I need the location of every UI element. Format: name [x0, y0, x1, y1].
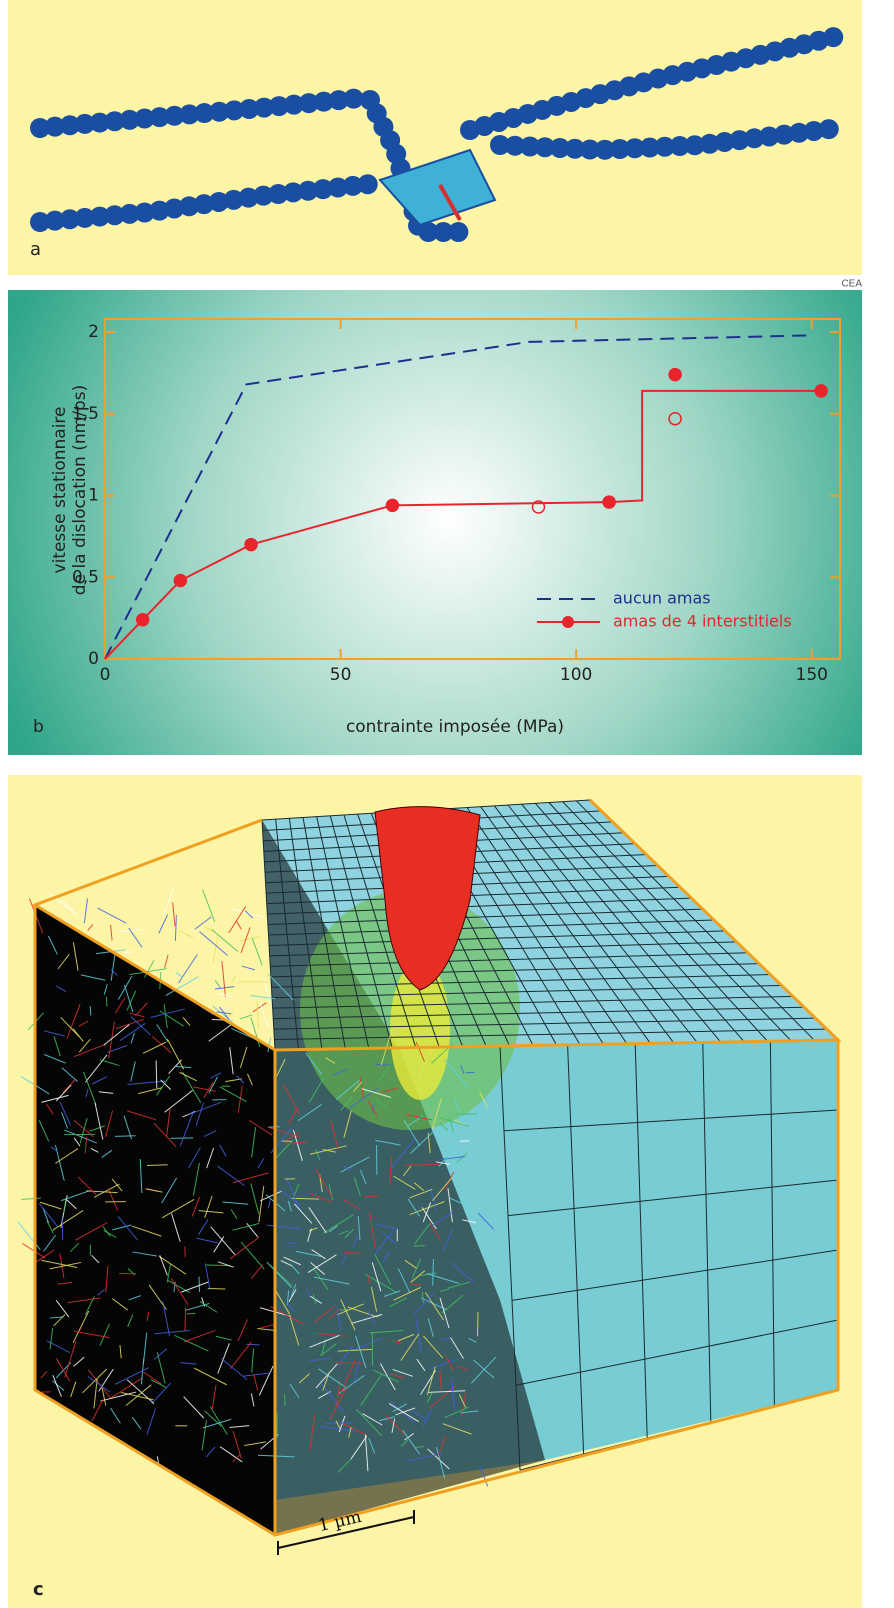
- y-tick-label: 0,5: [72, 567, 99, 587]
- credit: CEA: [841, 279, 862, 290]
- data-point: [174, 575, 186, 587]
- panel-label: c: [33, 1579, 44, 1600]
- figure: a CEA contrainte imposée (MPa) vitesse s…: [0, 0, 894, 1608]
- y-axis-label: vitesse stationnaire: [50, 407, 70, 574]
- y-tick-label: 1,5: [72, 404, 99, 424]
- dislocation-line: [285, 1394, 286, 1406]
- panel-b: contrainte imposée (MPa) vitesse station…: [8, 290, 862, 755]
- x-axis-label: contrainte imposée (MPa): [346, 717, 564, 737]
- y-tick-label: 0: [88, 649, 99, 669]
- dislocation-line: [423, 1292, 424, 1303]
- dislocation-line: [90, 1006, 91, 1015]
- y-tick-label: 1: [88, 486, 99, 506]
- panel-c: 1 µm c: [8, 775, 862, 1608]
- dislocation-line: [115, 1136, 136, 1137]
- data-point: [669, 369, 681, 381]
- legend-label: aucun amas: [613, 589, 711, 608]
- dislocation-line: [199, 1276, 200, 1291]
- dislocation-line: [208, 1288, 226, 1289]
- x-tick-label: 100: [560, 665, 592, 685]
- data-point: [386, 499, 398, 511]
- x-tick-label: 50: [330, 665, 352, 685]
- x-tick-label: 150: [796, 665, 828, 685]
- data-point: [815, 385, 827, 397]
- data-point: [603, 496, 615, 508]
- legend-label: amas de 4 interstitiels: [613, 612, 792, 631]
- dislocation-line: [281, 1141, 291, 1142]
- dislocation-line: [344, 1253, 361, 1254]
- dislocation-line: [477, 1312, 478, 1336]
- dislocation-line: [123, 952, 134, 953]
- data-point: [245, 539, 257, 551]
- data-point: [137, 614, 149, 626]
- x-tick-label: 0: [100, 665, 111, 685]
- panel-label: a: [30, 239, 41, 260]
- dislocation-line: [187, 1313, 195, 1314]
- y-tick-label: 2: [88, 322, 99, 342]
- legend-marker: [562, 616, 574, 628]
- panel-background: [8, 290, 862, 755]
- panel-label: b: [33, 717, 44, 737]
- dislocation-line: [247, 1344, 260, 1345]
- dislocation-line: [325, 1423, 352, 1424]
- panel-a: a: [8, 0, 862, 275]
